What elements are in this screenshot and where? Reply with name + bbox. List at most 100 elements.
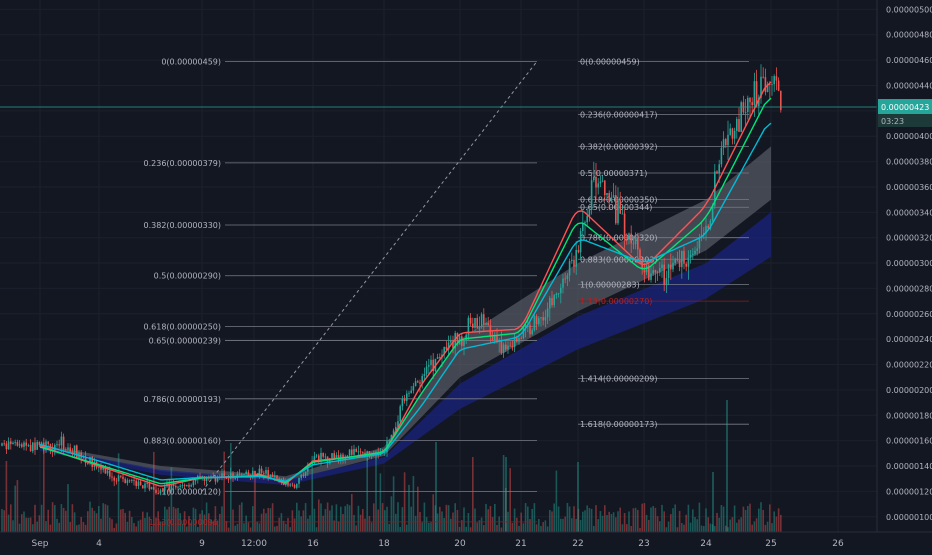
candle xyxy=(436,357,439,359)
volume-bar xyxy=(489,505,492,532)
volume-bar xyxy=(513,508,516,532)
candle xyxy=(502,344,505,353)
candle xyxy=(201,476,203,478)
volume-bar xyxy=(236,523,239,532)
candle xyxy=(304,471,307,476)
volume-bar xyxy=(43,447,45,532)
volume-bar xyxy=(7,514,10,532)
volume-bar xyxy=(498,516,500,532)
candle xyxy=(450,340,452,343)
candle xyxy=(335,455,338,459)
volume-bar xyxy=(335,504,338,532)
volume-bar xyxy=(725,525,727,532)
volume-bar xyxy=(230,443,232,532)
volume-bar xyxy=(333,520,335,532)
candle xyxy=(626,239,628,240)
volume-bar xyxy=(762,509,764,532)
candle xyxy=(315,455,318,457)
candle xyxy=(432,359,434,371)
candle xyxy=(60,436,63,446)
candle xyxy=(170,484,173,492)
volume-bar xyxy=(164,506,166,532)
volume-bar xyxy=(727,527,729,532)
candle xyxy=(568,261,571,276)
fib-label-left: 0.65(0.00000239) xyxy=(149,336,221,345)
volume-bar xyxy=(49,524,52,532)
price-tick-label: 0.00000480 xyxy=(886,31,932,40)
volume-bar xyxy=(82,522,85,532)
volume-bar xyxy=(56,518,58,532)
volume-bar xyxy=(188,516,190,532)
volume-bar xyxy=(139,519,142,532)
candle xyxy=(16,442,19,446)
candle xyxy=(263,472,265,474)
candle xyxy=(362,452,364,454)
candle xyxy=(509,345,511,347)
time-tick-label: 23 xyxy=(638,539,649,549)
volume-bar xyxy=(106,505,109,532)
candle xyxy=(447,342,450,350)
volume-bar xyxy=(280,513,283,532)
candle xyxy=(21,444,23,447)
volume-bar xyxy=(179,513,181,532)
volume-bar xyxy=(648,519,650,532)
volume-bar xyxy=(599,511,602,532)
volume-bar xyxy=(322,515,324,532)
volume-bar xyxy=(672,508,674,532)
candle xyxy=(159,490,162,494)
candle xyxy=(549,298,551,309)
volume-bar xyxy=(586,505,588,532)
volume-bar xyxy=(80,517,82,532)
volume-bar xyxy=(698,502,701,532)
volume-bar xyxy=(414,515,417,532)
volume-bar xyxy=(47,509,49,532)
candle xyxy=(271,474,274,477)
volume-bar xyxy=(738,519,740,532)
candle xyxy=(736,119,738,131)
volume-bar xyxy=(516,517,518,532)
candle xyxy=(542,317,544,321)
time-axis-panel[interactable] xyxy=(0,532,932,550)
volume-bar xyxy=(84,524,87,532)
price-tick-label: 0.00000260 xyxy=(886,310,932,319)
volume-bar xyxy=(450,518,452,532)
volume-bar xyxy=(168,506,170,532)
volume-bar xyxy=(375,452,377,532)
candle xyxy=(478,326,481,329)
candle xyxy=(544,317,547,321)
price-tick-label: 0.00000300 xyxy=(886,259,932,268)
candle xyxy=(540,317,542,319)
candle xyxy=(751,102,753,106)
volume-bar xyxy=(304,503,307,532)
candle xyxy=(769,84,771,85)
candle xyxy=(80,452,82,458)
candle xyxy=(274,475,276,477)
volume-bar xyxy=(518,525,520,532)
candle xyxy=(467,317,470,335)
volume-bar xyxy=(254,471,256,532)
volume-bar xyxy=(115,523,118,532)
candle xyxy=(630,233,632,244)
candle xyxy=(555,293,558,296)
candle xyxy=(67,447,69,450)
volume-bar xyxy=(144,517,146,532)
volume-bar xyxy=(463,507,465,532)
volume-bar xyxy=(436,513,439,532)
candle xyxy=(287,480,289,486)
volume-bar xyxy=(549,509,551,532)
fib-label-left: 1(0.00000120) xyxy=(161,487,221,496)
volume-bar xyxy=(718,517,720,532)
volume-bar xyxy=(661,504,663,532)
volume-bar xyxy=(716,512,718,532)
dashed-trend-line xyxy=(201,61,538,492)
volume-bar xyxy=(370,522,373,532)
fib-label-left: 0.883(0.00000160) xyxy=(144,437,222,446)
candle xyxy=(516,336,518,342)
price-axis-panel[interactable] xyxy=(877,0,932,532)
volume-bar xyxy=(95,513,98,532)
volume-bar xyxy=(34,504,36,532)
volume-bar xyxy=(551,511,553,532)
candle xyxy=(357,451,360,453)
volume-bar xyxy=(377,509,379,532)
